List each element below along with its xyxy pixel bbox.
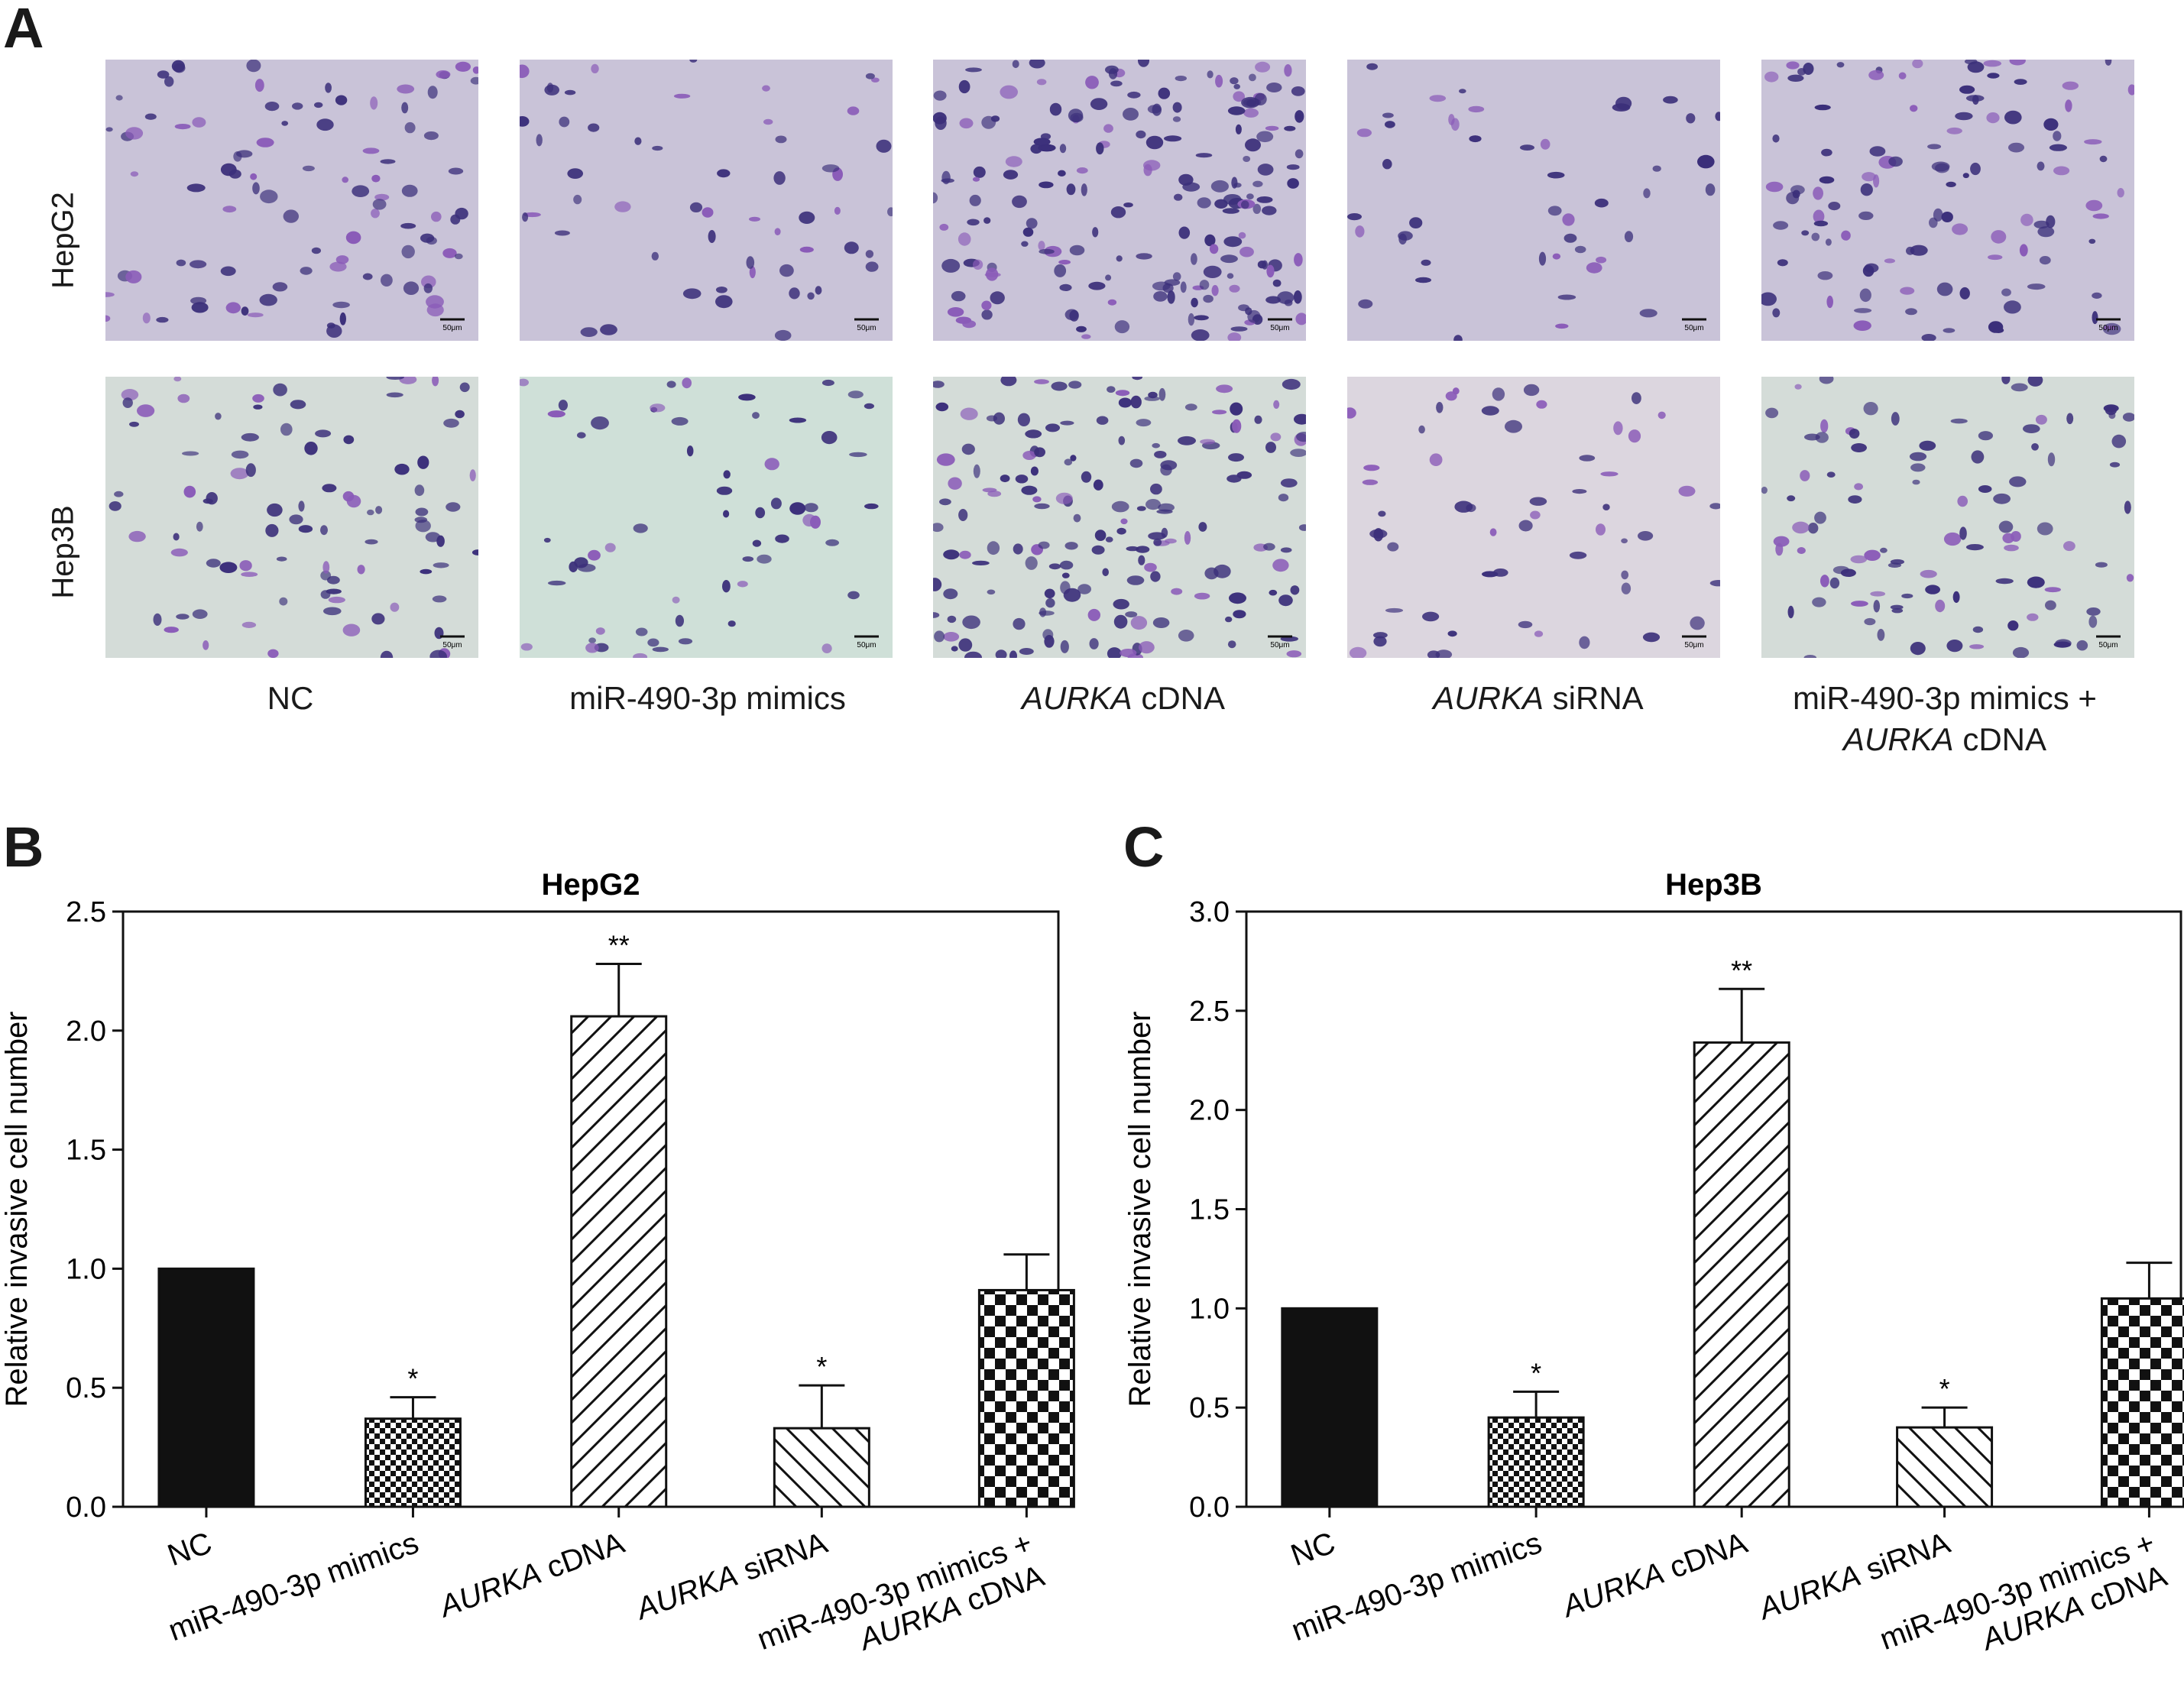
column-label-aurka-cdna: AURKA cDNA [909, 678, 1337, 719]
row-label-hep3b: Hep3B [46, 505, 80, 599]
chart-title: Hep3B [1665, 868, 1762, 902]
panel-b-letter: B [3, 815, 44, 879]
y-axis-label: Relative invasive cell number [0, 1011, 34, 1407]
column-label-italic: AURKA [1433, 680, 1544, 716]
y-tick-label: 1.0 [1189, 1293, 1230, 1325]
bar-5 [2100, 1297, 2184, 1508]
x-tick-label: AURKA cDNA [434, 1526, 629, 1624]
bar-3 [1693, 1041, 1790, 1508]
micrograph-hepg2-3: 50μm [933, 60, 1306, 341]
svg-text:50μm: 50μm [442, 641, 462, 649]
y-tick-label: 1.5 [66, 1135, 106, 1167]
y-tick-label: 0.0 [1189, 1492, 1230, 1524]
micrograph-hepg2-1: 50μm [105, 60, 478, 341]
svg-text:50μm: 50μm [857, 324, 876, 332]
svg-text:50μm: 50μm [442, 324, 462, 332]
significance-label: * [407, 1363, 418, 1394]
y-tick-label: 3.0 [1189, 896, 1230, 928]
micrograph-hep3b-4: 50μm [1347, 377, 1720, 658]
y-tick-label: 1.0 [66, 1253, 106, 1285]
chart-hep3b: Hep3B Relative invasive cell number 0.0 0.5… [1123, 868, 2184, 1657]
panel-c-letter: C [1123, 815, 1165, 879]
column-label-mimics: miR-490-3p mimics [494, 678, 922, 719]
column-label-text: cDNA [1132, 680, 1226, 716]
column-label-nc: NC [76, 678, 504, 719]
y-tick-label: 0.0 [66, 1492, 106, 1524]
svg-text:50μm: 50μm [1684, 641, 1703, 649]
bar-5 [977, 1288, 1075, 1508]
x-tick-label: NC [164, 1526, 216, 1572]
panel-a-letter: A [3, 0, 44, 60]
micrograph-hep3b-5: 50μm [1761, 377, 2134, 658]
y-tick-label: 2.5 [1189, 996, 1230, 1028]
significance-label: ** [608, 930, 630, 961]
column-label-text: miR-490-3p mimics [569, 680, 846, 716]
significance-label: * [1939, 1373, 1950, 1404]
svg-text:50μm: 50μm [2098, 324, 2118, 332]
micrograph-hep3b-2: 50μm [520, 377, 893, 658]
significance-label: * [1531, 1357, 1541, 1388]
y-tick-label: 0.5 [66, 1372, 106, 1404]
chart-title: HepG2 [542, 868, 640, 902]
bar-1 [157, 1267, 255, 1508]
column-label-italic: AURKA [1021, 680, 1133, 716]
bar-3 [570, 1015, 668, 1508]
micrograph-hepg2-5: 50μm [1761, 60, 2134, 341]
bar-2 [1487, 1416, 1585, 1508]
column-label-combo: miR-490-3p mimics + AURKA cDNA [1731, 678, 2159, 760]
micrograph-hepg2-2: 50μm [520, 60, 893, 341]
bar-4 [1896, 1426, 1994, 1508]
column-label-text: siRNA [1544, 680, 1644, 716]
bar-2 [364, 1417, 462, 1508]
svg-text:50μm: 50μm [2098, 641, 2118, 649]
chart-hepg2: HepG2 Relative invasive cell number 0.0 0.5… [0, 868, 1075, 1657]
micrograph-hep3b-3: 50μm [933, 377, 1306, 658]
x-tick-label: AURKA cDNA [1557, 1526, 1751, 1624]
significance-label: * [816, 1351, 827, 1382]
row-label-hepg2: HepG2 [46, 192, 80, 289]
column-label-aurka-sirna: AURKA siRNA [1324, 678, 1752, 719]
micrograph-hep3b-1: 50μm [105, 377, 478, 658]
x-tick-label: NC [1287, 1526, 1340, 1572]
y-tick-label: 2.5 [66, 896, 106, 928]
svg-text:50μm: 50μm [1270, 641, 1289, 649]
micrograph-hepg2-4: 50μm [1347, 60, 1720, 341]
svg-text:50μm: 50μm [1270, 324, 1289, 332]
y-tick-label: 1.5 [1189, 1194, 1230, 1226]
svg-text:50μm: 50μm [1684, 324, 1703, 332]
column-label-italic: AURKA [1842, 721, 1954, 757]
y-axis-label: Relative invasive cell number [1123, 1011, 1157, 1407]
y-tick-label: 0.5 [1189, 1392, 1230, 1424]
y-tick-label: 2.0 [66, 1015, 106, 1048]
column-label-text: cDNA [1953, 721, 2047, 757]
significance-label: ** [1731, 954, 1752, 986]
bar-4 [773, 1427, 870, 1508]
bar-1 [1281, 1307, 1379, 1508]
column-label-text: NC [267, 680, 314, 716]
svg-text:50μm: 50μm [857, 641, 876, 649]
bar-charts: HepG2 Relative invasive cell number 0.0 0.5… [0, 868, 2184, 1657]
y-tick-label: 2.0 [1189, 1095, 1230, 1127]
column-label-text: miR-490-3p mimics + [1793, 680, 2097, 716]
